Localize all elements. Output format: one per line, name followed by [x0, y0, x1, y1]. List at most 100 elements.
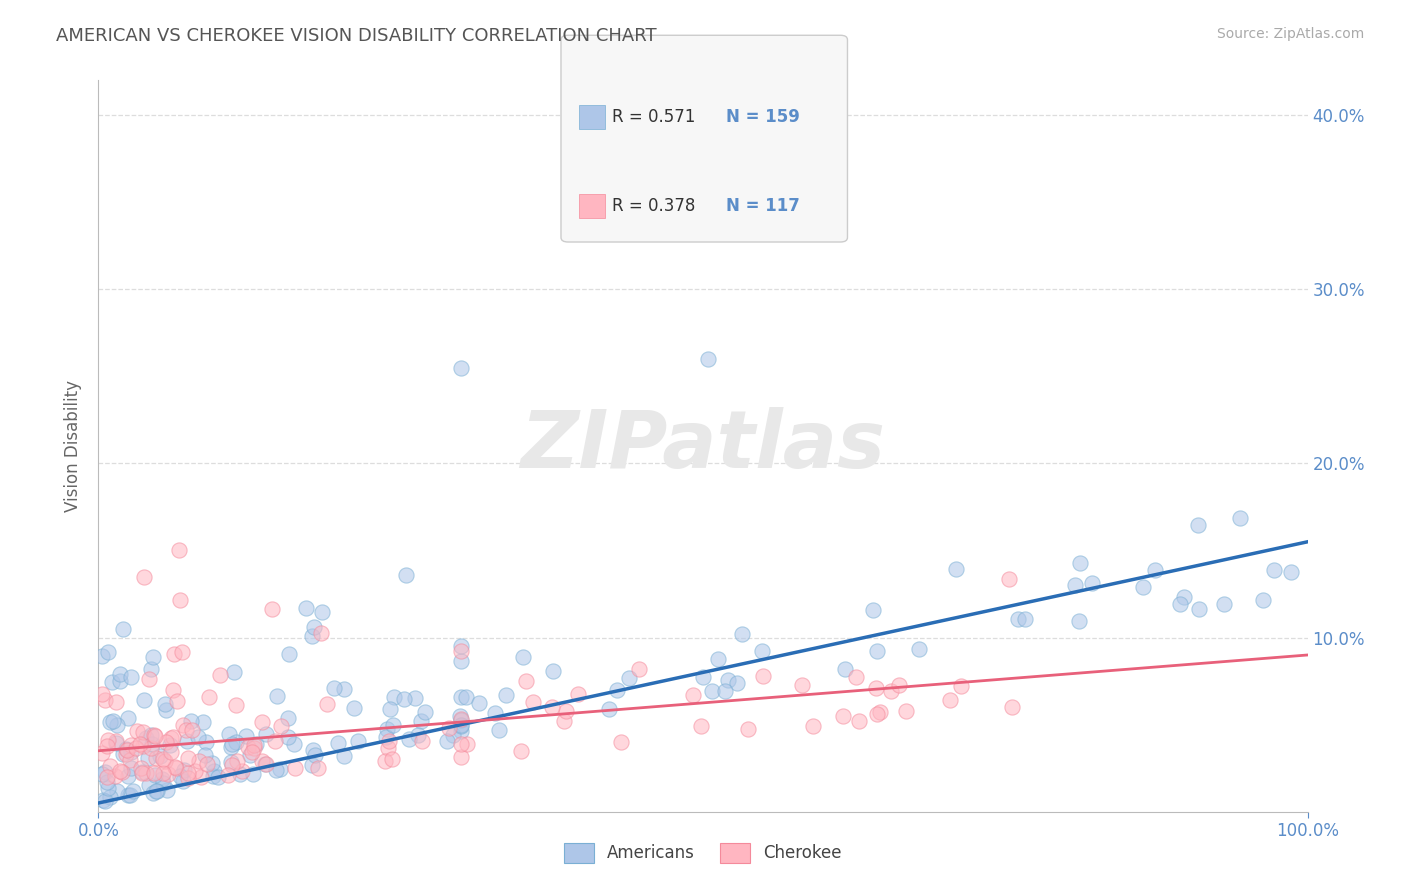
Point: [157, 767, 180, 781]
Point: [792, 678, 814, 692]
Point: [725, 676, 748, 690]
Point: [145, 784, 167, 798]
Point: [98, 759, 121, 773]
Point: [131, 766, 153, 780]
Point: [382, 690, 405, 705]
Point: [449, 708, 471, 723]
Point: [94, 794, 117, 808]
Point: [450, 719, 472, 733]
Point: [277, 730, 299, 744]
Point: [201, 756, 224, 770]
Point: [226, 755, 249, 769]
Point: [101, 675, 124, 690]
Point: [132, 739, 155, 753]
Point: [456, 737, 478, 751]
Point: [132, 725, 155, 739]
Point: [266, 764, 288, 778]
Point: [1081, 575, 1104, 590]
Point: [104, 695, 127, 709]
Point: [195, 735, 218, 749]
Point: [692, 670, 714, 684]
Point: [111, 764, 134, 779]
Point: [162, 682, 184, 697]
Point: [172, 718, 194, 732]
Point: [94, 693, 117, 707]
Point: [404, 691, 426, 706]
Point: [381, 751, 404, 765]
Point: [553, 714, 575, 729]
Point: [91, 766, 114, 780]
Point: [242, 766, 264, 780]
Point: [606, 682, 628, 697]
Point: [1000, 700, 1022, 714]
Point: [409, 714, 432, 728]
Point: [162, 730, 184, 744]
Point: [1132, 581, 1154, 595]
Point: [110, 674, 132, 689]
Point: [225, 698, 247, 713]
Text: R = 0.571: R = 0.571: [612, 108, 695, 126]
Point: [152, 776, 174, 790]
Point: [889, 678, 911, 692]
Point: [145, 751, 167, 765]
Point: [343, 701, 366, 715]
Point: [138, 779, 160, 793]
Point: [1069, 556, 1091, 570]
Point: [243, 739, 266, 753]
Point: [717, 673, 740, 688]
Point: [91, 746, 114, 760]
Point: [328, 736, 350, 750]
Point: [153, 755, 176, 769]
Point: [541, 699, 564, 714]
Point: [217, 768, 239, 782]
Point: [441, 728, 464, 742]
Point: [245, 737, 267, 751]
Point: [105, 784, 128, 798]
Point: [450, 713, 472, 727]
Point: [97, 732, 120, 747]
Point: [145, 783, 167, 797]
Point: [332, 749, 354, 764]
Point: [135, 766, 157, 780]
Point: [752, 669, 775, 683]
Point: [115, 747, 138, 761]
Point: [439, 721, 461, 735]
Point: [240, 745, 263, 759]
Point: [377, 741, 399, 756]
Point: [1014, 612, 1036, 626]
Point: [177, 772, 200, 786]
Point: [112, 623, 135, 637]
Point: [177, 766, 200, 780]
Point: [172, 645, 194, 659]
Point: [495, 688, 517, 702]
Text: AMERICAN VS CHEROKEE VISION DISABILITY CORRELATION CHART: AMERICAN VS CHEROKEE VISION DISABILITY C…: [56, 27, 657, 45]
Point: [751, 644, 773, 658]
Point: [510, 744, 533, 758]
Point: [138, 751, 160, 765]
Point: [143, 765, 166, 780]
Point: [714, 684, 737, 698]
Point: [295, 600, 318, 615]
Point: [567, 688, 589, 702]
Point: [91, 686, 114, 700]
Point: [194, 747, 217, 762]
Point: [450, 712, 472, 726]
Point: [105, 733, 128, 747]
Point: [284, 761, 307, 775]
Point: [554, 704, 576, 718]
Point: [617, 671, 640, 685]
Point: [173, 764, 195, 778]
Point: [155, 702, 177, 716]
Point: [190, 771, 212, 785]
Point: [117, 711, 139, 725]
Point: [880, 684, 903, 698]
Text: N = 117: N = 117: [725, 197, 800, 215]
Point: [131, 765, 153, 780]
Point: [845, 670, 868, 684]
Point: [939, 693, 962, 707]
Point: [97, 781, 120, 796]
Point: [250, 754, 273, 768]
Point: [381, 718, 404, 732]
Point: [114, 741, 136, 756]
Point: [229, 767, 252, 781]
